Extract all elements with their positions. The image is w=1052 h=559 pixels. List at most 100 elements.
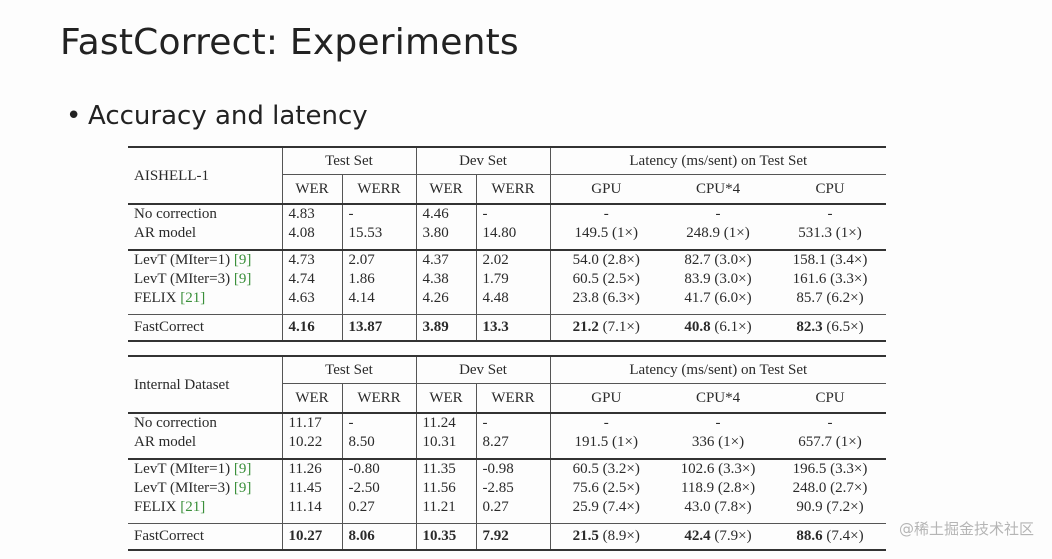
cpu4-latency-cell: 40.8 (6.1×): [662, 314, 775, 341]
table-row: No correction 11.17-11.24- - - -: [128, 412, 887, 433]
header-latency: Latency (ms/sent) on Test Set: [549, 355, 887, 384]
watermark: @稀土掘金技术社区: [898, 520, 1034, 538]
gpu-latency-cell: -: [549, 412, 663, 433]
cpu-latency-cell: -: [774, 412, 887, 433]
header-cpu4: CPU*4: [662, 383, 775, 413]
model-name: FastCorrect: [128, 314, 282, 341]
cpu-latency-cell: 248.0 (2.7×): [792, 480, 868, 496]
model-name: No correction: [134, 206, 217, 222]
dev-wer-cell: 11.56: [415, 479, 477, 498]
table-row: FELIX [21] 11.14 0.27 11.21 0.27 25.9 (7.4×) 4…: [128, 498, 886, 517]
test-wer-cell: 10.22: [281, 433, 342, 452]
model-name: LevT (MIter=1): [134, 252, 231, 268]
header-test-set: Test Set: [281, 355, 417, 384]
dev-wer-cell: 10.35: [415, 523, 477, 550]
gpu-latency-cell: 21.2 (7.1×): [549, 314, 663, 341]
gpu-latency-cell: 149.5 (1×): [549, 224, 663, 243]
model-name-cell: LevT (MIter=3) [9]: [128, 479, 282, 498]
model-name: FELIX: [134, 499, 177, 515]
gpu-speedup: (7.1×): [602, 318, 640, 335]
test-wer-cell: 4.08: [281, 224, 342, 243]
citation-link[interactable]: [21]: [180, 290, 206, 306]
test-werr-cell: -0.80: [341, 458, 417, 479]
model-name: AR model: [134, 434, 197, 450]
test-wer-cell: 4.63: [281, 289, 342, 308]
table-row: LevT (MIter=1) [9] 4.73 2.07 4.37 2.02 54.0 (…: [128, 249, 887, 270]
cpu4-latency-cell: -: [662, 412, 775, 433]
model-name-cell: No correction: [128, 412, 282, 433]
test-werr-cell: 0.27: [341, 498, 417, 517]
model-name-cell: LevT (MIter=3) [9]: [128, 270, 282, 289]
model-name-cell: AR model: [128, 224, 282, 243]
test-werr-cell: 15.53: [341, 224, 417, 243]
model-name-cell: No correction: [128, 203, 282, 224]
test-wer-cell: 10.27: [281, 523, 342, 550]
dev-werr-cell: 1.79: [475, 270, 551, 289]
table-row-fastcorrect: FastCorrect 10.27 8.06 10.35 7.92 21.5 (8.9×)…: [128, 523, 887, 550]
dev-werr-cell: 0.27: [475, 498, 551, 517]
table-row: AR model 10.22 8.50 10.31 8.27 191.5 (1×) 336 …: [128, 433, 886, 452]
header-gpu: GPU: [549, 174, 663, 204]
gpu-latency-cell: 23.8 (6.3×): [549, 289, 663, 308]
gpu-speedup: (8.9×): [602, 527, 640, 544]
citation-link[interactable]: [9]: [233, 480, 252, 496]
bullet-text: Accuracy and latency: [88, 101, 368, 131]
dev-werr-cell: -: [475, 203, 551, 224]
citation-link[interactable]: [9]: [233, 461, 252, 477]
header-latency: Latency (ms/sent) on Test Set: [549, 146, 887, 175]
cpu4-latency-cell: 42.4 (7.9×): [662, 523, 775, 550]
model-name: No correction: [134, 415, 217, 431]
header-werr: WERR: [341, 383, 417, 413]
header-cpu: CPU: [774, 174, 887, 204]
dev-werr-cell: 14.80: [475, 224, 551, 243]
test-werr-cell: 2.07: [341, 249, 417, 270]
header-dev-set: Dev Set: [415, 355, 551, 384]
cpu4-speedup: (6.1×): [714, 318, 752, 335]
test-wer-cell: 4.16: [281, 314, 342, 341]
test-werr-cell: 8.06: [341, 523, 417, 550]
cpu-latency-cell: 531.3 (1×): [798, 225, 862, 241]
cpu-latency-cell: 82.3 (6.5×): [774, 314, 887, 341]
citation-link[interactable]: [21]: [180, 499, 206, 515]
cpu4-latency-cell: 336 (1×): [691, 434, 745, 450]
cpu-latency-cell: -: [774, 203, 887, 224]
cpu-latency-cell: 657.7 (1×): [798, 434, 862, 450]
model-name-cell: LevT (MIter=1) [9]: [128, 249, 282, 270]
header-wer: WER: [415, 383, 477, 413]
model-name: FELIX: [134, 290, 177, 306]
cpu-latency-cell: 85.7 (6.2×): [796, 290, 864, 306]
cpu-speedup: (7.4×): [826, 527, 864, 544]
header-gpu: GPU: [549, 383, 663, 413]
cpu-latency-cell: 88.6 (7.4×): [774, 523, 887, 550]
model-name-cell: FELIX [21]: [128, 498, 282, 517]
test-werr-cell: 8.50: [341, 433, 417, 452]
test-werr-cell: -2.50: [341, 479, 417, 498]
cpu4-latency-cell: 118.9 (2.8×): [680, 480, 756, 496]
gpu-latency-cell: 21.5 (8.9×): [549, 523, 663, 550]
cpu4-latency-cell: 248.9 (1×): [686, 225, 750, 241]
test-werr-cell: -: [341, 412, 417, 433]
header-cpu: CPU: [774, 383, 887, 413]
dev-werr-cell: -0.98: [475, 458, 551, 479]
cpu-latency-cell: 90.9 (7.2×): [796, 499, 864, 515]
cpu4-speedup: (7.9×): [714, 527, 752, 544]
dev-werr-cell: 2.02: [475, 249, 551, 270]
dev-wer-cell: 3.80: [415, 224, 477, 243]
citation-link[interactable]: [9]: [233, 252, 252, 268]
gpu-latency-cell: 54.0 (2.8×): [549, 249, 663, 270]
citation-link[interactable]: [9]: [233, 271, 252, 287]
dev-werr-cell: -: [475, 412, 551, 433]
dev-wer-cell: 4.46: [415, 203, 477, 224]
test-wer-cell: 11.14: [281, 498, 342, 517]
model-name: FastCorrect: [128, 523, 282, 550]
header-werr: WERR: [341, 174, 417, 204]
model-name: AR model: [134, 225, 197, 241]
model-name-cell: AR model: [128, 433, 282, 452]
dev-wer-cell: 4.38: [415, 270, 477, 289]
gpu-latency-cell: 60.5 (3.2×): [549, 458, 663, 479]
test-werr-cell: -: [341, 203, 417, 224]
gpu-latency-value: 21.2: [572, 318, 599, 335]
header-cpu4: CPU*4: [662, 174, 775, 204]
results-table-aishell: AISHELL-1 Test Set Dev Set Latency (ms/sent…: [128, 146, 887, 343]
header-wer: WER: [415, 174, 477, 204]
